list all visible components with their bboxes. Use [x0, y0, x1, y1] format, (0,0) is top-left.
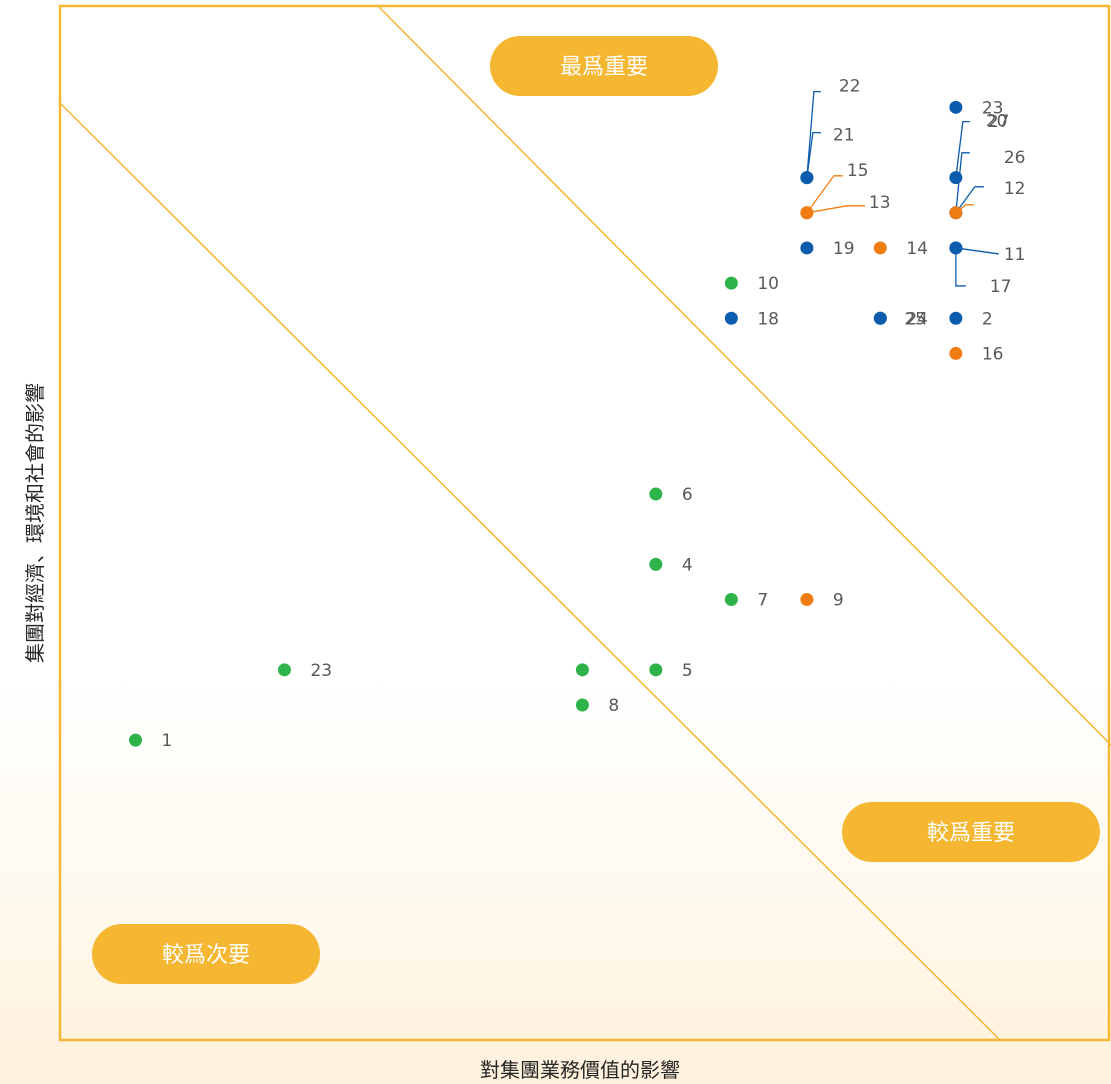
point-marker	[949, 241, 963, 255]
data-point-23: 23	[277, 661, 332, 681]
data-point-16: 16	[949, 344, 1003, 364]
data-point-25: 25	[873, 309, 926, 329]
point-label: 21	[833, 126, 855, 146]
point-marker	[800, 171, 814, 185]
point-label: 4	[682, 555, 693, 575]
point-label: 24	[906, 309, 928, 329]
point-marker	[873, 311, 887, 325]
point-marker	[649, 487, 663, 501]
point-label: 5	[682, 661, 693, 681]
point-marker	[800, 593, 814, 607]
point-marker	[724, 276, 738, 290]
point-label: 6	[682, 485, 693, 505]
data-point-6: 6	[649, 485, 693, 505]
x-axis-title: 對集團業務價值的影響	[480, 1058, 680, 1082]
zone-label: 較爲重要	[927, 821, 1015, 846]
zone-label: 較爲次要	[162, 943, 250, 968]
leader-line	[955, 152, 970, 213]
data-point-10: 10	[724, 274, 779, 294]
point-marker	[724, 593, 738, 607]
zone-pill	[92, 924, 320, 984]
leader-line	[955, 120, 970, 178]
data-point-17: 17	[949, 241, 1011, 297]
point-label: 9	[833, 591, 844, 611]
zone-more-important: 較爲重要	[842, 802, 1100, 862]
point-label: 15	[847, 161, 869, 181]
data-point-unlabeled	[575, 663, 589, 677]
point-label: 18	[757, 309, 779, 329]
point-label: 8	[608, 696, 619, 716]
zone-less-important: 較爲次要	[92, 924, 320, 984]
point-marker	[949, 100, 963, 114]
data-point-7: 7	[724, 591, 768, 611]
point-marker	[649, 557, 663, 571]
data-point-2: 2	[949, 309, 993, 329]
point-marker	[575, 698, 589, 712]
leader-line	[806, 90, 821, 178]
data-point-14: 14	[873, 239, 928, 259]
leader-line	[955, 247, 966, 287]
point-label: 23	[982, 98, 1004, 118]
zone-label: 最爲重要	[560, 55, 648, 80]
point-label: 23	[310, 661, 332, 681]
point-label: 2	[982, 309, 993, 329]
data-point-20: 20	[949, 112, 1007, 185]
data-point-18: 18	[724, 309, 779, 329]
zone-pill	[842, 802, 1100, 862]
zone-most-important: 最爲重要	[490, 36, 718, 96]
point-marker	[800, 241, 814, 255]
y-axis-title: 集團對經濟、環境和社會的影響	[23, 383, 47, 663]
divider-line-lower	[59, 102, 1001, 1041]
point-label: 1	[162, 731, 173, 751]
point-marker	[724, 311, 738, 325]
data-point-5: 5	[649, 661, 693, 681]
point-label: 20	[986, 112, 1008, 132]
data-point-12: 12	[949, 179, 1025, 220]
data-point-13: 13	[800, 193, 891, 220]
point-marker	[649, 663, 663, 677]
data-point-9: 9	[800, 591, 844, 611]
zone-pill	[490, 36, 718, 96]
data-point-4: 4	[649, 555, 693, 575]
data-point-27: 27	[949, 112, 1009, 220]
point-label: 12	[1004, 179, 1026, 199]
leader-line	[806, 131, 821, 178]
data-point-1: 1	[129, 731, 172, 751]
point-label: 25	[904, 309, 926, 329]
divider-line-upper	[377, 5, 1111, 746]
point-marker	[949, 346, 963, 360]
point-label: 11	[1004, 245, 1026, 265]
point-label: 16	[982, 344, 1004, 364]
data-point-23: 23	[949, 98, 1003, 118]
data-point-8: 8	[575, 696, 619, 716]
point-label: 13	[869, 193, 891, 213]
point-marker	[277, 663, 291, 677]
point-marker	[949, 206, 963, 220]
point-label: 10	[757, 274, 779, 294]
leader-line	[955, 247, 999, 255]
leader-line	[806, 175, 843, 214]
point-marker	[949, 311, 963, 325]
point-marker	[800, 206, 814, 220]
point-label: 22	[839, 77, 861, 97]
data-point-21: 21	[800, 126, 855, 185]
point-label: 26	[1004, 148, 1026, 168]
point-marker	[129, 733, 143, 747]
leader-line	[806, 205, 865, 214]
point-label: 27	[988, 112, 1010, 132]
point-label: 17	[990, 277, 1012, 297]
point-marker	[575, 663, 589, 677]
point-marker	[873, 241, 887, 255]
plot-frame	[58, 4, 1111, 1042]
point-label: 19	[833, 239, 855, 259]
point-label: 7	[757, 591, 768, 611]
data-point-19: 19	[800, 239, 855, 259]
leader-line	[955, 186, 984, 214]
point-label: 14	[906, 239, 928, 259]
